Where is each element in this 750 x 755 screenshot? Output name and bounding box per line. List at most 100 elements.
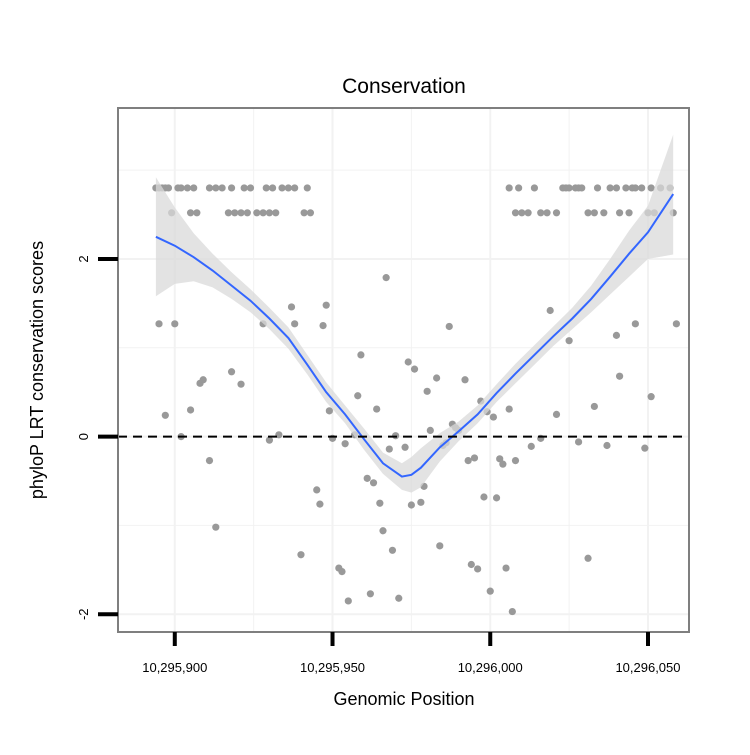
- smooth-line: [155, 193, 675, 478]
- data-point: [240, 184, 248, 192]
- data-point: [461, 376, 469, 384]
- data-point: [407, 501, 415, 509]
- data-point: [574, 438, 583, 446]
- data-point: [186, 406, 195, 414]
- data-point: [237, 380, 245, 388]
- data-point: [492, 494, 501, 502]
- data-point: [436, 542, 444, 550]
- data-point: [382, 274, 390, 282]
- data-point: [259, 209, 267, 217]
- data-point: [291, 320, 299, 328]
- data-point: [537, 209, 545, 217]
- data-point: [615, 209, 624, 217]
- data-point: [470, 454, 479, 462]
- data-point: [404, 358, 412, 366]
- data-point: [272, 209, 280, 217]
- data-point: [511, 456, 520, 465]
- data-point: [625, 209, 633, 217]
- data-point: [278, 184, 286, 192]
- data-point: [319, 321, 327, 330]
- data-point: [227, 184, 236, 192]
- data-point: [638, 184, 646, 192]
- data-point: [546, 306, 554, 315]
- data-point: [205, 456, 214, 465]
- data-point: [612, 331, 621, 339]
- data-point: [600, 209, 608, 217]
- data-point: [190, 184, 198, 192]
- data-point: [297, 551, 305, 559]
- data-point: [275, 431, 283, 439]
- data-point: [341, 440, 349, 448]
- data-point: [300, 209, 308, 217]
- y-tick-label: 2: [76, 255, 91, 262]
- data-point: [593, 184, 602, 192]
- data-point: [373, 405, 381, 413]
- data-point: [480, 493, 488, 501]
- data-point: [369, 479, 378, 487]
- data-point: [385, 445, 393, 453]
- data-point: [205, 184, 214, 192]
- data-point: [647, 393, 655, 401]
- data-point: [672, 320, 680, 328]
- data-point: [530, 184, 539, 192]
- data-point: [265, 436, 274, 444]
- data-point: [395, 594, 403, 602]
- data-point: [363, 474, 371, 482]
- data-point: [496, 455, 504, 463]
- data-point: [543, 209, 551, 217]
- data-point: [426, 426, 434, 434]
- data-point: [338, 568, 346, 576]
- data-point: [499, 460, 507, 468]
- data-point: [445, 322, 453, 331]
- data-point: [313, 486, 321, 494]
- chart-title: Conservation: [342, 75, 466, 98]
- data-point: [489, 413, 498, 421]
- data-point: [303, 184, 311, 192]
- data-point: [265, 209, 274, 217]
- data-point: [183, 184, 192, 192]
- data-point: [612, 184, 621, 192]
- data-point: [511, 209, 520, 217]
- data-point: [379, 527, 387, 535]
- data-point: [647, 184, 655, 192]
- data-point: [243, 209, 251, 217]
- data-point: [212, 523, 220, 531]
- data-point: [177, 184, 185, 192]
- data-point: [515, 184, 523, 192]
- data-point: [388, 546, 397, 554]
- plot-border: [117, 107, 690, 633]
- x-tick-label: 10,296,050: [615, 660, 680, 675]
- x-tick-label: 10,295,950: [300, 660, 365, 675]
- data-point: [237, 209, 245, 217]
- data-point: [357, 351, 365, 359]
- y-tick-label: -2: [76, 608, 91, 620]
- data-point: [565, 184, 573, 192]
- data-point: [631, 184, 639, 192]
- data-point: [401, 443, 409, 451]
- data-point: [268, 184, 277, 192]
- data-point: [552, 410, 561, 419]
- data-point: [417, 498, 425, 506]
- data-point: [606, 184, 614, 192]
- data-point: [155, 320, 163, 328]
- plot-panel: [118, 108, 689, 632]
- data-point: [284, 184, 292, 192]
- data-point: [316, 500, 324, 508]
- data-point: [366, 590, 374, 598]
- data-point: [474, 565, 482, 573]
- data-point: [186, 209, 195, 217]
- data-point: [161, 411, 169, 419]
- x-tick-label: 10,295,900: [142, 660, 207, 675]
- data-point: [218, 184, 226, 192]
- data-point: [622, 184, 630, 192]
- data-point: [505, 184, 513, 192]
- data-point: [433, 374, 441, 382]
- data-point: [410, 365, 419, 373]
- data-point: [423, 387, 431, 395]
- data-point: [193, 209, 201, 217]
- x-tick-label: 10,296,000: [458, 660, 523, 675]
- data-point: [502, 564, 510, 572]
- data-point: [590, 402, 598, 411]
